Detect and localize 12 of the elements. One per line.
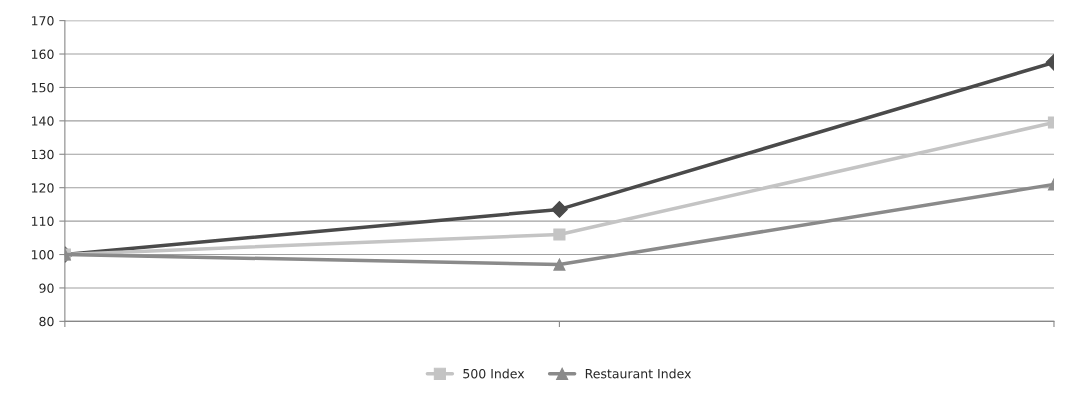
y-tick-label: 120 [31, 183, 54, 193]
y-tick-label: 110 [31, 216, 54, 227]
y-tick-label: 80 [39, 316, 54, 327]
y-tick-label: 170 [31, 16, 54, 26]
y-tick-label: 150 [31, 82, 54, 93]
y-tick-label: 90 [39, 283, 54, 293]
legend-label: 500 Index [463, 368, 525, 379]
y-tick-label: 130 [31, 149, 54, 160]
y-tick-label: 160 [31, 49, 54, 59]
legend-label: Restaurant Index [585, 368, 692, 379]
y-tick-label: 100 [31, 250, 54, 260]
y-tick-label: 140 [31, 116, 54, 126]
